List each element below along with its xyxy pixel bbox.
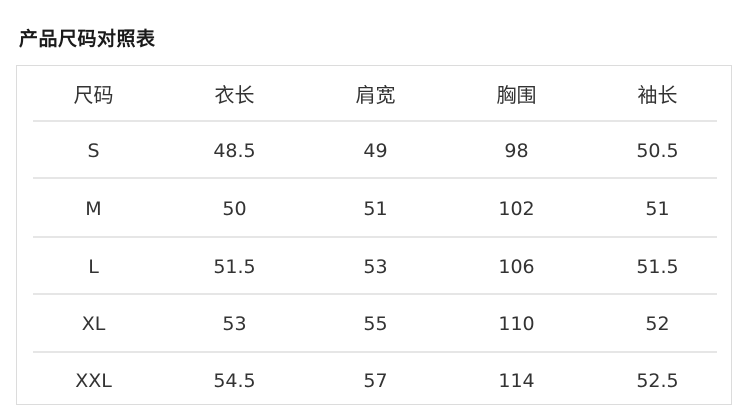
table-row: XL 53 55 110 52 — [23, 295, 733, 353]
table-cell: S — [87, 139, 100, 162]
header-length: 衣长 — [214, 82, 255, 107]
header-shoulder: 肩宽 — [355, 82, 396, 107]
header-size: 尺码 — [73, 82, 114, 107]
header-chest: 胸围 — [496, 82, 537, 107]
table-cell: 98 — [504, 139, 529, 162]
table-cell: M — [85, 197, 102, 220]
row-divider — [33, 177, 717, 179]
table-cell: 110 — [498, 313, 535, 335]
table-cell: 51 — [645, 197, 670, 220]
table-row: S 48.5 49 98 50.5 — [23, 122, 733, 179]
table-cell: 52.5 — [636, 369, 679, 392]
table-cell: 53 — [222, 313, 247, 335]
table-cell: 55 — [363, 313, 388, 335]
table-cell: 50.5 — [636, 139, 679, 162]
page-title: 产品尺码对照表 — [19, 28, 156, 50]
table-cell: 54.5 — [213, 369, 256, 392]
table-row: L 51.5 53 106 51.5 — [23, 238, 733, 295]
table-cell: 49 — [363, 139, 388, 162]
table-cell: XXL — [75, 369, 112, 392]
table-row: XXL 54.5 57 114 52.5 — [23, 353, 733, 408]
table-cell: 102 — [498, 197, 535, 220]
table-cell: L — [88, 255, 99, 278]
table-cell: 51.5 — [636, 255, 679, 278]
row-divider — [33, 236, 717, 238]
table-cell: 48.5 — [213, 139, 256, 162]
table-cell: 53 — [363, 255, 388, 278]
table-cell: 52 — [645, 313, 670, 335]
row-divider — [33, 351, 717, 353]
row-divider — [33, 293, 717, 295]
table-cell: 114 — [498, 369, 535, 392]
table-cell: 50 — [222, 197, 247, 220]
table-cell: XL — [81, 313, 106, 335]
size-table: 尺码 衣长 肩宽 胸围 袖长 S 48.5 49 98 50.5 M 50 51 102 51 L 5… — [16, 65, 732, 405]
table-cell: 57 — [363, 369, 388, 392]
header-sleeve: 袖长 — [637, 82, 678, 107]
table-row: M 50 51 102 51 — [23, 179, 733, 238]
table-header-row: 尺码 衣长 肩宽 胸围 袖长 — [23, 66, 733, 120]
row-divider — [33, 120, 717, 122]
table-cell: 106 — [498, 255, 535, 278]
table-cell: 51 — [363, 197, 388, 220]
table-cell: 51.5 — [213, 255, 256, 278]
